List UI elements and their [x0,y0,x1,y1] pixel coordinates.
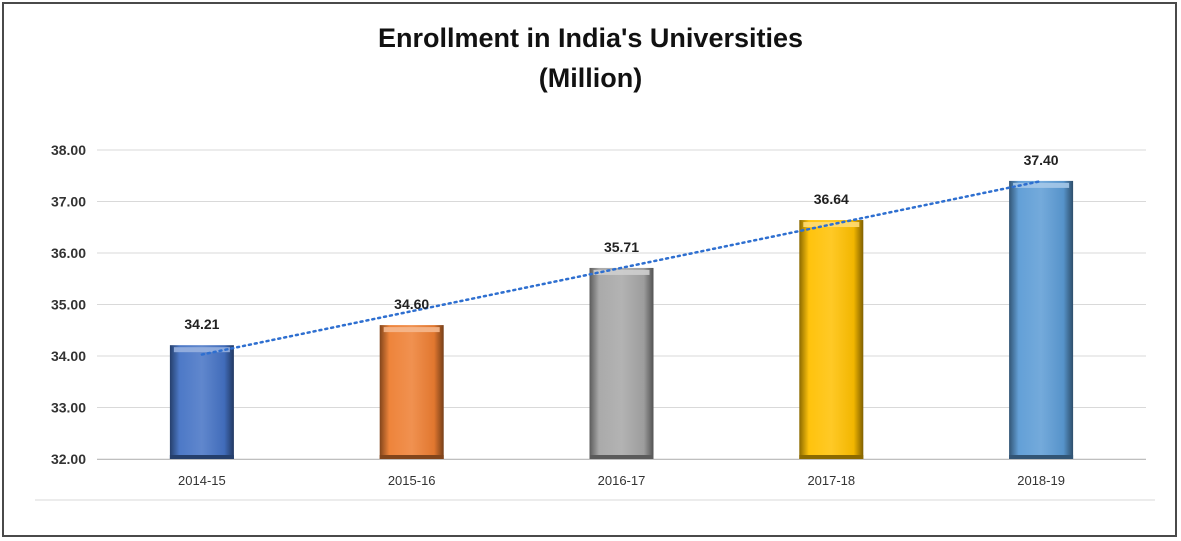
y-tick-label: 37.00 [51,194,86,210]
bar-2016-17 [590,268,654,459]
x-tick-label: 2016-17 [598,473,646,488]
x-tick-label: 2017-18 [807,473,855,488]
bars [170,181,1073,459]
bar-2017-18 [799,220,863,459]
bar-2015-16 [380,325,444,459]
x-tick-label: 2014-15 [178,473,226,488]
y-tick-label: 35.00 [51,297,86,313]
data-label: 35.71 [604,239,639,255]
y-tick-label: 34.00 [51,348,86,364]
data-label: 34.60 [394,296,429,312]
data-label: 34.21 [184,316,219,332]
x-tick-label: 2015-16 [388,473,436,488]
bar-2014-15 [170,345,234,459]
y-tick-label: 38.00 [51,142,86,158]
x-tick-label: 2018-19 [1017,473,1065,488]
data-label: 37.40 [1024,152,1059,168]
x-axis: 2014-15 2015-16 2016-17 2017-18 2018-19 [35,460,1155,501]
y-tick-label: 32.00 [51,451,86,467]
data-label: 36.64 [814,191,849,207]
y-tick-label: 33.00 [51,400,86,416]
y-axis: 32.00 33.00 34.00 35.00 36.00 37.00 38.00 [51,142,86,467]
bar-2018-19 [1009,181,1073,459]
y-tick-label: 36.00 [51,245,86,261]
